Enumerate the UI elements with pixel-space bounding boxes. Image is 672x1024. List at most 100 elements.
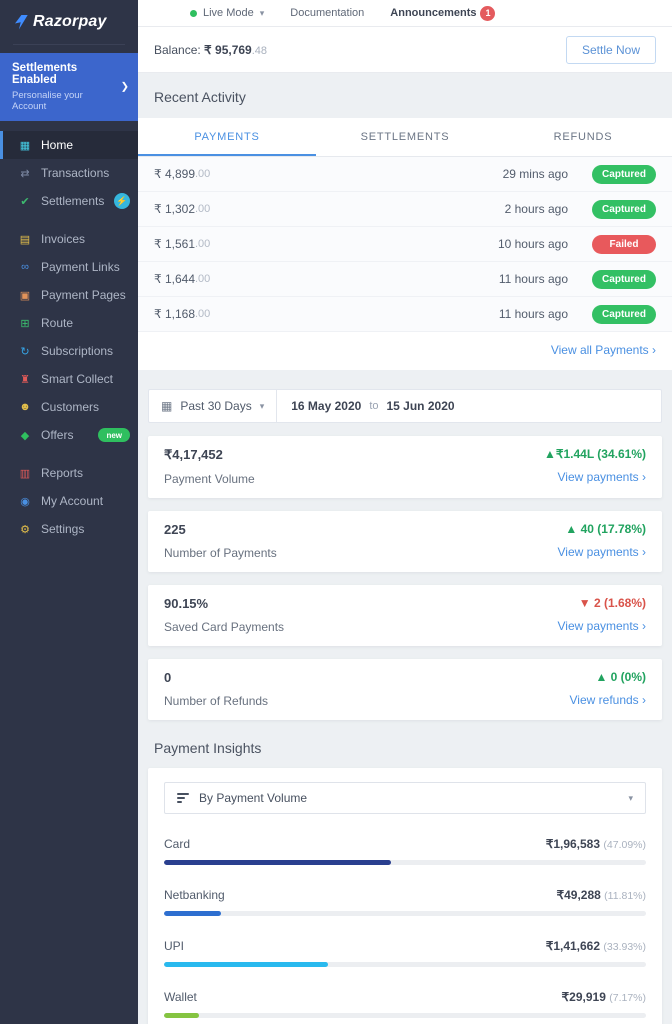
bar-percent: (7.17%) xyxy=(609,992,646,1004)
payment-amount: ₹ 1,644 xyxy=(154,272,195,286)
payment-row[interactable]: ₹ 4,899.00 29 mins ago Captured xyxy=(138,157,672,192)
bar-label: Card xyxy=(164,837,191,851)
balance-label: Balance: ₹ 95,769.48 xyxy=(154,43,267,57)
settlements-enabled-banner[interactable]: Settlements Enabled Personalise your Acc… xyxy=(0,53,138,121)
sidebar-item-route[interactable]: ⊞ Route xyxy=(0,309,138,337)
sidebar-item-label: Reports xyxy=(41,466,84,480)
sidebar-item-settlements[interactable]: ✔ Settlements ⚡ xyxy=(0,187,138,215)
date-range-values[interactable]: 16 May 2020 to 15 Jun 2020 xyxy=(277,399,468,413)
sidebar-item-reports[interactable]: ▥ Reports xyxy=(0,459,138,487)
sidebar-item-offers[interactable]: ◆ Offers new xyxy=(0,421,138,449)
payment-pages-icon: ▣ xyxy=(19,289,31,302)
announcements-link[interactable]: Announcements 1 xyxy=(390,5,496,21)
sidebar-item-subscriptions[interactable]: ↻ Subscriptions xyxy=(0,337,138,365)
payment-time: 11 hours ago xyxy=(498,272,568,286)
top-navigation-bar: Live Mode ▾ Documentation Announcements … xyxy=(138,0,672,27)
status-badge: Captured xyxy=(592,269,656,289)
sidebar-item-label: Customers xyxy=(41,400,100,414)
announcements-label: Announcements xyxy=(390,7,477,19)
sidebar-item-payment-pages[interactable]: ▣ Payment Pages xyxy=(0,281,138,309)
stat-right: ▲₹1.44L (34.61%) View payments › xyxy=(544,447,646,486)
date-from: 16 May 2020 xyxy=(291,399,362,413)
home-icon: ▦ xyxy=(19,139,31,152)
payment-links-icon: ∞ xyxy=(21,261,29,273)
sort-icon xyxy=(177,793,189,803)
view-payments-link[interactable]: View payments › xyxy=(557,470,646,484)
payment-insights-title: Payment Insights xyxy=(154,740,262,756)
banner-subtitle: Personalise your Account xyxy=(12,90,83,112)
settle-now-button[interactable]: Settle Now xyxy=(565,35,656,64)
sidebar-item-settings[interactable]: ⚙ Settings xyxy=(0,515,138,543)
status-badge: Captured xyxy=(592,304,656,324)
stat-right: ▲ 0 (0%) View refunds › xyxy=(570,670,646,708)
subscriptions-icon: ↻ xyxy=(20,345,30,358)
bar-percent: (47.09%) xyxy=(603,839,646,851)
view-payments-link[interactable]: View payments › xyxy=(557,619,646,633)
bar-amount: ₹29,919 xyxy=(561,990,606,1004)
sidebar-item-label: Home xyxy=(41,138,74,152)
main-content: Live Mode ▾ Documentation Announcements … xyxy=(138,0,672,1024)
payment-row[interactable]: ₹ 1,168.00 11 hours ago Captured xyxy=(138,297,672,332)
chevron-right-icon: ❯ xyxy=(120,81,129,93)
sidebar-item-customers[interactable]: ☻ Customers xyxy=(0,393,138,421)
insights-sort-dropdown[interactable]: By Payment Volume ▾ xyxy=(164,782,646,814)
bar-track xyxy=(164,911,646,916)
sidebar-item-label: Smart Collect xyxy=(41,372,114,386)
sidebar-item-home[interactable]: ▦ Home xyxy=(0,131,138,159)
sidebar-item-transactions[interactable]: ⇄ Transactions xyxy=(0,159,138,187)
payment-row[interactable]: ₹ 1,561.00 10 hours ago Failed xyxy=(138,227,672,262)
tab-settlements[interactable]: SETTLEMENTS xyxy=(360,131,450,143)
chevron-down-icon: ▾ xyxy=(259,7,265,18)
settlements-icon: ✔ xyxy=(20,195,30,208)
offers-new-badge: new xyxy=(98,428,130,442)
customers-icon: ☻ xyxy=(19,401,31,413)
sidebar-item-payment-links[interactable]: ∞ Payment Links xyxy=(0,253,138,281)
sidebar-item-invoices[interactable]: ▤ Invoices xyxy=(0,225,138,253)
sidebar-item-label: Subscriptions xyxy=(41,344,114,358)
payment-time: 11 hours ago xyxy=(498,307,568,321)
smart-collect-icon: ♜ xyxy=(20,373,30,386)
documentation-link[interactable]: Documentation xyxy=(290,7,365,19)
payment-row[interactable]: ₹ 1,644.00 11 hours ago Captured xyxy=(138,262,672,297)
sidebar-item-label: Route xyxy=(41,316,74,330)
settings-gear-icon: ⚙ xyxy=(20,523,30,536)
bar-header: Card ₹1,96,583 (47.09%) xyxy=(164,837,646,851)
instant-settlements-badge[interactable]: ⚡ xyxy=(114,193,130,209)
view-payments-link[interactable]: View payments › xyxy=(557,545,646,559)
insight-bar-card: Card ₹1,96,583 (47.09%) xyxy=(164,837,646,865)
announcements-count-badge: 1 xyxy=(480,5,496,21)
payment-fraction: .00 xyxy=(195,308,211,320)
sidebar-item-label: Invoices xyxy=(41,232,86,246)
bar-fill xyxy=(164,962,328,967)
payment-fraction: .00 xyxy=(195,238,211,250)
sidebar-nav-products: ▤ Invoices ∞ Payment Links ▣ Payment Pag… xyxy=(0,225,138,449)
tab-payments[interactable]: PAYMENTS xyxy=(138,118,316,156)
bar-value: ₹49,288 (11.81%) xyxy=(556,888,646,902)
my-account-icon: ◉ xyxy=(20,495,30,508)
recent-activity-title: Recent Activity xyxy=(154,89,246,105)
tab-refunds[interactable]: REFUNDS xyxy=(553,131,613,143)
bar-fill xyxy=(164,860,391,865)
balance-word: Balance: xyxy=(154,42,201,57)
payment-time: 29 mins ago xyxy=(502,167,568,181)
stat-delta: ▼ 2 (1.68%) xyxy=(578,596,646,610)
bar-amount: ₹1,96,583 xyxy=(545,837,601,851)
bar-header: UPI ₹1,41,662 (33.93%) xyxy=(164,939,646,953)
bar-fill xyxy=(164,911,221,916)
bar-amount: ₹49,288 xyxy=(556,888,601,902)
view-refunds-link[interactable]: View refunds › xyxy=(569,693,646,707)
bar-value: ₹1,96,583 (47.09%) xyxy=(546,837,646,851)
payment-row[interactable]: ₹ 1,302.00 2 hours ago Captured xyxy=(138,192,672,227)
sidebar-item-label: Transactions xyxy=(41,166,110,180)
payment-amount: ₹ 4,899 xyxy=(154,167,195,181)
live-mode-selector[interactable]: Live Mode ▾ xyxy=(190,7,264,19)
view-all-payments-link[interactable]: View all Payments › xyxy=(138,332,672,370)
date-preset-dropdown[interactable]: ▦ Past 30 Days ▾ xyxy=(149,390,278,422)
razorpay-logo[interactable]: Razorpay xyxy=(0,0,138,44)
sidebar-item-my-account[interactable]: ◉ My Account xyxy=(0,487,138,515)
bar-label: UPI xyxy=(164,939,185,953)
payment-time: 10 hours ago xyxy=(497,237,568,251)
stat-card-number-of-payments: 225 Number of Payments ▲ 40 (17.78%) Vie… xyxy=(148,511,662,572)
sidebar-item-smart-collect[interactable]: ♜ Smart Collect xyxy=(0,365,138,393)
stat-card-saved-card-payments: 90.15% Saved Card Payments ▼ 2 (1.68%) V… xyxy=(148,585,662,646)
